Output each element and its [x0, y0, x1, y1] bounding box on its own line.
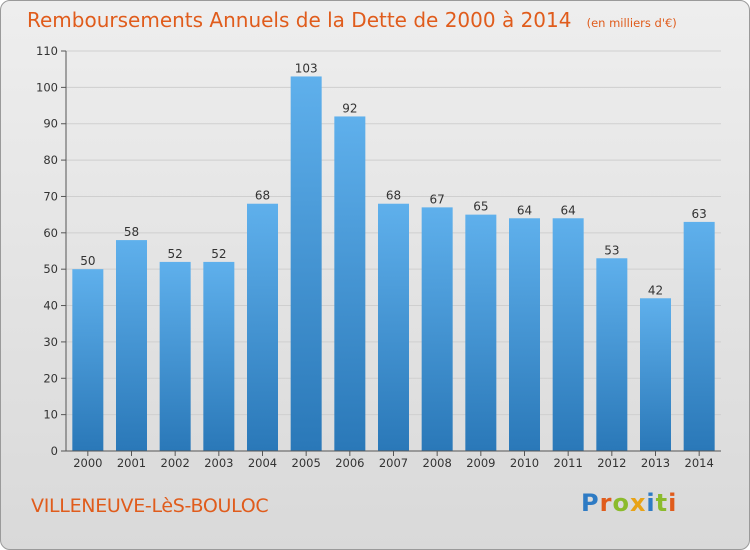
- bar-value-label: 42: [648, 283, 663, 297]
- y-tick-label: 60: [43, 226, 58, 240]
- bars: [72, 76, 715, 452]
- chart-subtitle: (en milliers d'€): [586, 16, 677, 30]
- bar-2003: [203, 261, 235, 451]
- y-tick-label: 0: [51, 444, 58, 458]
- bar-value-label: 64: [561, 203, 576, 217]
- y-tick-label: 70: [43, 189, 58, 203]
- x-tick-label: 2007: [379, 456, 408, 470]
- bar-2010: [509, 218, 540, 451]
- bar-2000: [72, 269, 104, 451]
- brand-letter: P: [581, 489, 600, 517]
- x-tick-label: 2010: [510, 456, 539, 470]
- y-tick-label: 50: [43, 262, 58, 276]
- x-tick-label: 2000: [73, 456, 102, 470]
- bar-value-label: 52: [211, 247, 226, 261]
- bar-value-label: 53: [604, 243, 619, 257]
- x-tick-label: 2002: [161, 456, 190, 470]
- x-tick-label: 2005: [292, 456, 321, 470]
- brand-letter: x: [629, 489, 647, 517]
- axes: [61, 50, 721, 456]
- x-tick-label: 2012: [597, 456, 626, 470]
- y-tick-label: 10: [43, 408, 58, 422]
- bar-value-label: 52: [168, 247, 183, 261]
- bar-2006: [334, 116, 366, 452]
- bar-value-label: 67: [430, 192, 445, 206]
- brand-letter: o: [612, 489, 630, 517]
- x-tick-label: 2009: [466, 456, 495, 470]
- bar-2002: [159, 261, 191, 451]
- labels: 0 10 20 30 40 50 60 70 80 90 100 110 50 2000 58 2001 52 2…: [36, 44, 714, 470]
- x-tick-label: 2014: [685, 456, 714, 470]
- bar-value-label: 63: [692, 207, 707, 221]
- y-tick-label: 100: [36, 80, 58, 94]
- bar-value-label: 65: [473, 200, 488, 214]
- bar-2009: [465, 214, 497, 451]
- x-tick-label: 2008: [423, 456, 452, 470]
- brand-letter: i: [668, 489, 678, 517]
- x-tick-label: 2004: [248, 456, 277, 470]
- bar-value-label: 103: [295, 61, 318, 75]
- city-name: VILLENEUVE-LèS-BOULOC: [31, 495, 269, 517]
- bar-2012: [596, 258, 628, 451]
- bar-2011: [552, 218, 584, 451]
- bar-2007: [378, 203, 409, 451]
- bar-2008: [421, 207, 453, 451]
- brand-letter: r: [599, 489, 613, 517]
- bar-2013: [640, 298, 671, 451]
- y-tick-label: 30: [43, 335, 58, 349]
- bar-value-label: 50: [80, 254, 95, 268]
- bar-2004: [247, 203, 278, 451]
- y-tick-label: 40: [43, 299, 58, 313]
- y-tick-label: 80: [43, 153, 58, 167]
- title-row: Remboursements Annuels de la Dette de 20…: [27, 8, 677, 32]
- x-tick-label: 2006: [335, 456, 364, 470]
- x-tick-label: 2001: [117, 456, 146, 470]
- brand-logo: Proxiti: [581, 489, 677, 517]
- y-tick-label: 20: [43, 371, 58, 385]
- bar-2005: [290, 76, 322, 452]
- brand-letter: t: [655, 489, 669, 517]
- chart-title: Remboursements Annuels de la Dette de 20…: [27, 8, 572, 32]
- bar-2014: [683, 221, 715, 451]
- x-tick-label: 2013: [641, 456, 670, 470]
- brand-letter: i: [646, 489, 656, 517]
- bar-value-label: 64: [517, 203, 532, 217]
- x-tick-label: 2011: [554, 456, 583, 470]
- y-tick-label: 90: [43, 117, 58, 131]
- bar-value-label: 92: [342, 101, 357, 115]
- y-tick-label: 110: [36, 44, 58, 58]
- x-tick-label: 2003: [204, 456, 233, 470]
- bar-value-label: 58: [124, 225, 139, 239]
- bar-value-label: 68: [255, 189, 270, 203]
- bar-value-label: 68: [386, 189, 401, 203]
- bar-2001: [116, 240, 147, 451]
